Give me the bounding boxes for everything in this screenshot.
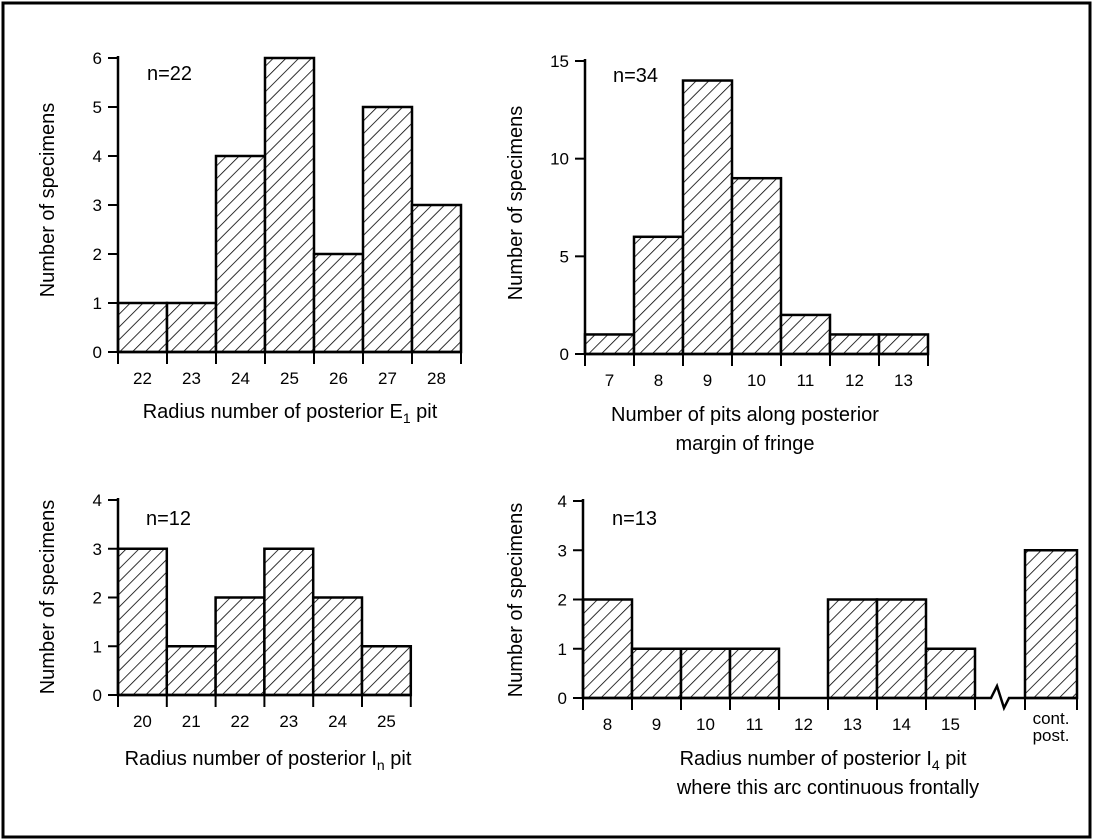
histogram-bar	[632, 235, 685, 356]
histogram-bar	[875, 598, 928, 700]
y-tick-label: 1	[93, 637, 102, 656]
y-tick-label: 2	[93, 589, 102, 608]
histogram-bar	[165, 645, 217, 697]
y-tick-label: 1	[93, 294, 102, 313]
histogram-bar	[583, 333, 636, 356]
y-tick-label: 2	[93, 245, 102, 264]
histogram-bar	[312, 252, 365, 354]
sample-size-label: n=34	[613, 65, 658, 87]
histogram-bar	[924, 647, 977, 700]
y-tick-label: 6	[93, 49, 102, 68]
x-tick-label: 23	[279, 712, 298, 731]
histogram-bar	[116, 547, 169, 697]
histogram-bar	[679, 647, 732, 700]
y-tick-label: 0	[558, 689, 567, 708]
x-tick-label: 9	[652, 715, 661, 734]
y-tick-label: 0	[560, 345, 569, 364]
x-tick-label: 23	[182, 369, 201, 388]
x-tick-label: 21	[182, 712, 201, 731]
y-tick-label: 0	[93, 343, 102, 362]
x-tick-label: 13	[894, 371, 913, 390]
y-axis-label: Number of specimens	[37, 500, 59, 695]
histogram-bar	[730, 176, 783, 356]
x-axis-label: Radius number of posterior In pit	[125, 748, 412, 773]
x-tick-label: 10	[747, 371, 766, 390]
y-tick-label: 3	[93, 196, 102, 215]
x-tick-label: 25	[377, 712, 396, 731]
histogram-bar	[214, 596, 266, 697]
x-tick-label: 27	[378, 369, 397, 388]
y-tick-label: 4	[93, 491, 102, 510]
x-tick-label: 25	[280, 369, 299, 388]
x-tick-label: 24	[231, 369, 250, 388]
histogram-bar	[165, 301, 218, 354]
histogram-bar	[828, 333, 881, 356]
x-axis-label-line2: where this arc continuous frontally	[676, 777, 979, 799]
y-tick-label: 3	[93, 540, 102, 559]
y-tick-label: 4	[558, 492, 567, 511]
y-tick-label: 2	[558, 591, 567, 610]
histogram-bar	[581, 598, 634, 700]
y-tick-label: 1	[558, 640, 567, 659]
histogram-bar	[728, 647, 781, 700]
sample-size-label: n=22	[147, 63, 192, 85]
x-tick-label: cont. post.	[1033, 709, 1070, 745]
x-tick-label: 8	[654, 371, 663, 390]
histogram-bar	[311, 596, 364, 697]
y-tick-label: 15	[550, 52, 569, 71]
histogram-panel-2: Number of specimens n=34 Number of pits …	[505, 52, 930, 455]
x-tick-label: 22	[231, 712, 250, 731]
y-tick-label: 0	[93, 686, 102, 705]
y-axis-label: Number of specimens	[505, 503, 527, 698]
x-tick-label: 9	[703, 371, 712, 390]
x-tick-label: 24	[328, 712, 347, 731]
y-axis-label: Number of specimens	[505, 106, 527, 301]
histogram-bar	[779, 313, 832, 356]
histogram-bar	[263, 56, 316, 354]
histogram-bar	[214, 154, 267, 354]
x-tick-label: 11	[746, 715, 764, 734]
y-axis-label: Number of specimens	[37, 103, 59, 298]
x-axis-label: Number of pits along posterior	[611, 404, 879, 426]
y-tick-label: 5	[560, 247, 569, 266]
x-tick-label: 26	[329, 369, 348, 388]
histogram-bar	[263, 547, 315, 697]
x-tick-label: 12	[794, 715, 813, 734]
histogram-bar	[1023, 549, 1079, 700]
sample-size-label: n=12	[146, 508, 191, 530]
x-tick-label: 10	[696, 715, 715, 734]
y-tick-label: 10	[550, 150, 569, 169]
histogram-panel-1: Number of specimens n=22 Radius number o…	[37, 49, 463, 426]
histogram-bar	[116, 301, 169, 354]
histogram-bar	[877, 333, 930, 356]
histogram-bar	[410, 203, 463, 354]
x-tick-label: 14	[892, 715, 911, 734]
histogram-bar	[361, 105, 414, 354]
histogram-bar	[681, 79, 734, 356]
y-tick-label: 3	[558, 541, 567, 560]
x-tick-label: 11	[797, 371, 815, 390]
x-axis-label: Radius number of posterior I4 pit	[680, 748, 967, 773]
x-axis-label: Radius number of posterior E1 pit	[143, 401, 438, 426]
histogram-bar	[630, 647, 683, 700]
x-tick-label: 28	[427, 369, 446, 388]
x-axis-label-line2: margin of fringe	[676, 433, 815, 455]
x-tick-label: 20	[133, 712, 152, 731]
histogram-panel-4: Number of specimens n=13 Radius number o…	[505, 492, 1079, 799]
y-tick-label: 4	[93, 147, 102, 166]
y-tick-label: 5	[93, 98, 102, 117]
x-tick-label: 12	[845, 371, 864, 390]
x-tick-label: 13	[843, 715, 862, 734]
x-tick-label: 7	[605, 371, 614, 390]
histogram-panel-3: Number of specimens n=12 Radius number o…	[37, 491, 413, 773]
histogram-bar	[360, 645, 413, 697]
x-tick-label: 8	[603, 715, 612, 734]
histogram-bar	[826, 598, 879, 700]
x-tick-label: 15	[941, 715, 960, 734]
sample-size-label: n=13	[612, 508, 657, 530]
x-tick-label: 22	[133, 369, 152, 388]
